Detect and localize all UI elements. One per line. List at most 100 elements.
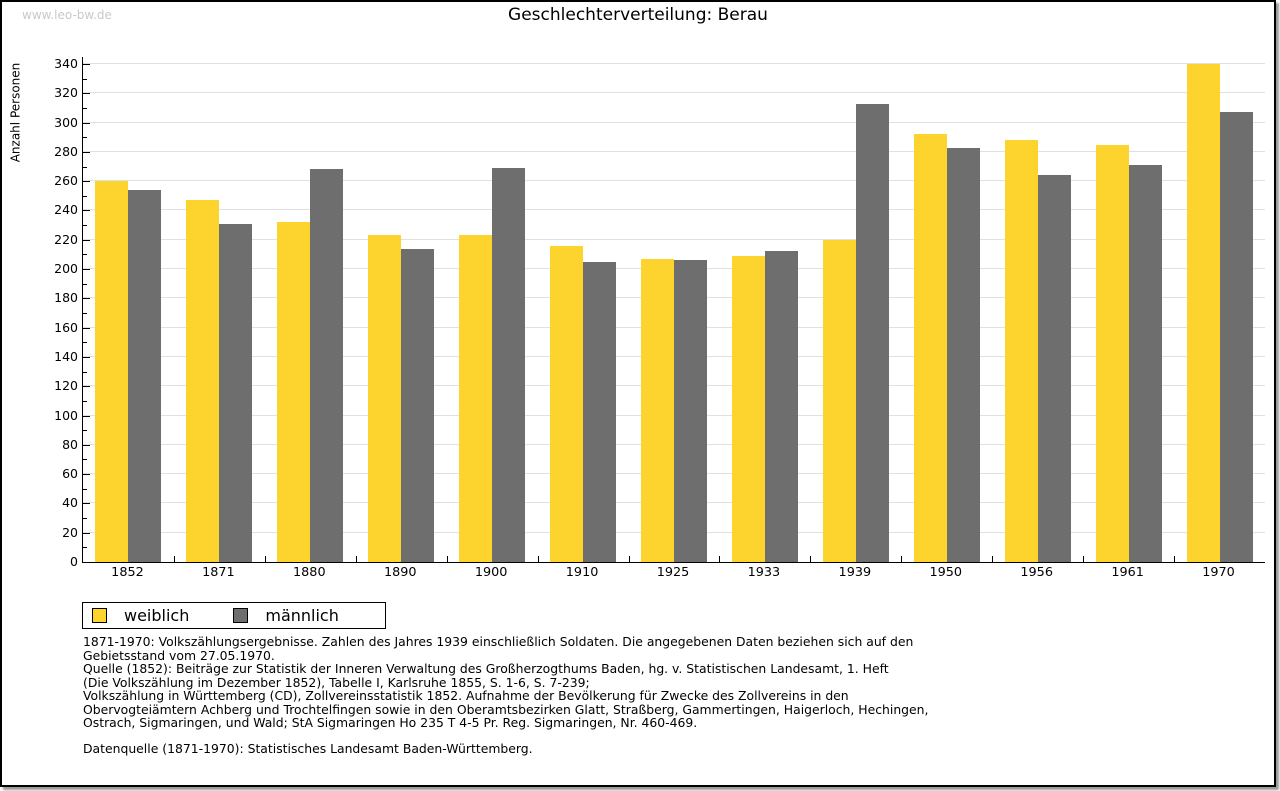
bar-weiblich-1900 [459,235,493,562]
bar-männlich-1950 [946,147,980,562]
footnote-line: Volkszählung in Württemberg (CD), Zollve… [83,688,849,703]
bar-männlich-1900 [492,168,526,562]
footnote-line: Quelle (1852): Beiträge zur Statistik de… [83,661,889,676]
footnote-line: Obervogteiämtern Achberg und Trochtelfin… [83,701,929,717]
y-tick-300 [83,122,90,124]
bar-group-1900 [447,57,538,562]
bar-weiblich-1871 [186,200,220,562]
bar-group-1970 [1174,57,1265,562]
x-axis-labels: 1852 1871 1880 1890 1900 1910 1925 1933 1939 1950… [82,565,1264,580]
x-tick [901,556,903,562]
x-label-1970: 1970 [1202,565,1235,580]
bar-weiblich-1933 [731,255,765,562]
x-label-1890: 1890 [383,565,417,580]
y-tick-180 [83,298,90,300]
bar-weiblich-1910 [550,245,584,562]
y-tick-200 [83,269,90,271]
footnote-line: (Die Volkszählung im Dezember 1852), Tab… [83,674,590,690]
y-tick-60 [83,474,90,476]
x-label-1871: 1871 [202,565,235,580]
x-label-1900: 1900 [474,565,508,580]
x-tick [1083,556,1085,562]
y-tick-330 [83,78,87,80]
y-tick-label-240: 240 [54,202,78,218]
x-tick [628,556,630,562]
x-tick [992,556,994,562]
bar-männlich-1880 [310,169,344,562]
bar-weiblich-1961 [1095,144,1129,562]
y-tick-160 [83,327,90,329]
bar-männlich-1890 [401,248,435,562]
y-tick-280 [83,151,90,153]
bar-group-1925 [629,57,720,562]
y-tick-label-40: 40 [62,495,78,511]
x-label-1961: 1961 [1111,565,1144,580]
y-tick-270 [83,166,87,168]
y-tick-230 [83,225,87,227]
bar-group-1961 [1083,57,1174,562]
y-tick-100 [83,415,90,417]
bar-group-1939 [810,57,901,562]
bar-group-1871 [174,57,265,562]
bar-group-1880 [265,57,356,562]
bar-weiblich-1970 [1186,64,1220,562]
x-label-1925: 1925 [656,565,690,580]
y-tick-label-180: 180 [54,290,78,306]
y-tick-130 [83,371,87,373]
x-tick [355,556,357,562]
x-tick [537,556,539,562]
x-label-1852: 1852 [111,565,144,580]
y-tick-label-20: 20 [62,524,78,540]
footnotes: 1871-1970: Volkszählungsergebnisse. Zahl… [83,635,928,755]
x-label-1910: 1910 [565,565,599,580]
y-tick-240 [83,210,90,212]
gridline-220 [83,238,1265,240]
y-tick-210 [83,254,87,256]
gridline-280 [83,150,1265,152]
y-tick-250 [83,195,87,197]
plot-area: 0 20 40 60 80 100 120 140 160 180 200 220 240 260 280 3… [54,56,1265,569]
bar-weiblich-1925 [640,258,674,562]
y-tick-label-200: 200 [54,261,78,277]
legend-item-weiblich: weiblich [92,606,189,625]
bar-weiblich-1956 [1004,140,1038,562]
y-tick-label-0: 0 [70,554,78,569]
legend-label-weiblich: weiblich [124,606,190,625]
gridline-320 [83,92,1265,94]
y-tick-170 [83,313,87,314]
bar-group-1852 [83,57,174,562]
x-tick [173,556,175,562]
y-tick-80 [83,444,90,446]
weiblich-swatch-icon [92,608,107,623]
x-label-1933: 1933 [747,565,781,580]
bar-männlich-1910 [583,261,617,562]
x-label-1950: 1950 [929,565,963,580]
bar-männlich-1939 [855,103,889,562]
bar-group-1910 [538,57,629,562]
y-tick-50 [83,488,87,490]
bar-männlich-1956 [1037,175,1071,562]
y-tick-label-340: 340 [54,56,78,71]
x-label-1939: 1939 [838,565,872,580]
y-tick-label-280: 280 [54,143,78,159]
footnote-line: Gebietsstand vom 27.05.1970. [83,647,275,663]
bar-group-1950 [901,57,992,562]
legend: weiblich männlich [82,602,386,629]
x-tick [264,556,266,562]
bar-weiblich-1890 [368,235,402,562]
x-tick [719,556,721,562]
bar-weiblich-1939 [822,239,856,562]
y-tick-110 [83,400,87,402]
y-tick-label-260: 260 [54,173,78,189]
y-tick-label-100: 100 [54,407,78,423]
y-tick-120 [83,386,90,388]
y-tick-290 [83,137,87,139]
gridline-260 [83,180,1265,182]
chart-title: Geschlechterverteilung: Berau [508,5,768,25]
y-tick-140 [83,356,90,358]
y-tick-260 [83,181,90,183]
y-tick-190 [83,283,87,285]
bar-männlich-1852 [128,189,162,562]
bar-männlich-1925 [673,260,707,562]
y-tick-70 [83,459,87,461]
